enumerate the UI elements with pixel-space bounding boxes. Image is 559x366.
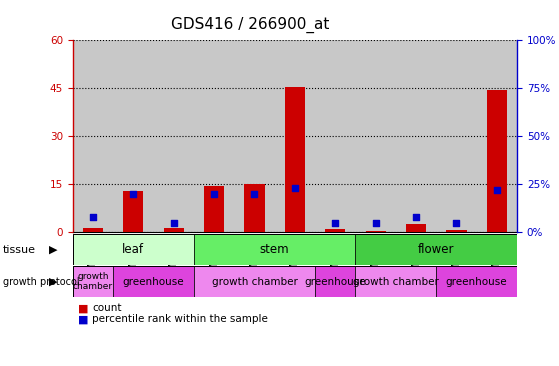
- Point: [331, 220, 340, 226]
- Bar: [154, 40, 194, 232]
- Bar: [83, 228, 103, 232]
- Text: leaf: leaf: [122, 243, 144, 256]
- Bar: [315, 40, 356, 232]
- Bar: [123, 191, 143, 232]
- Bar: [447, 230, 467, 232]
- Point: [411, 214, 420, 220]
- Text: greenhouse: greenhouse: [305, 277, 366, 287]
- Bar: [73, 40, 113, 232]
- Text: count: count: [92, 303, 122, 313]
- Point: [291, 185, 300, 191]
- Bar: [436, 266, 517, 297]
- Point: [492, 187, 501, 193]
- Bar: [73, 266, 113, 297]
- Text: flower: flower: [418, 243, 454, 256]
- Bar: [285, 87, 305, 232]
- Point: [169, 220, 178, 226]
- Bar: [477, 40, 517, 232]
- Point: [129, 191, 138, 197]
- Bar: [366, 231, 386, 232]
- Bar: [436, 40, 477, 232]
- Bar: [73, 234, 194, 265]
- Text: stem: stem: [260, 243, 290, 256]
- Text: ▶: ▶: [49, 277, 58, 287]
- Point: [210, 191, 219, 197]
- Bar: [325, 229, 345, 232]
- Point: [371, 220, 380, 226]
- Text: GDS416 / 266900_at: GDS416 / 266900_at: [171, 16, 330, 33]
- Bar: [274, 40, 315, 232]
- Text: ■: ■: [78, 303, 89, 313]
- Text: growth chamber: growth chamber: [353, 277, 439, 287]
- Text: growth
chamber: growth chamber: [73, 272, 113, 291]
- Text: ■: ■: [78, 314, 89, 324]
- Bar: [204, 186, 224, 232]
- Bar: [406, 224, 426, 232]
- Bar: [356, 234, 517, 265]
- Text: greenhouse: greenhouse: [446, 277, 508, 287]
- Point: [452, 220, 461, 226]
- Bar: [315, 266, 356, 297]
- Bar: [113, 266, 194, 297]
- Bar: [113, 40, 154, 232]
- Point: [88, 214, 97, 220]
- Bar: [194, 266, 315, 297]
- Bar: [234, 40, 274, 232]
- Text: growth chamber: growth chamber: [211, 277, 297, 287]
- Text: tissue: tissue: [3, 245, 36, 255]
- Bar: [356, 266, 436, 297]
- Text: percentile rank within the sample: percentile rank within the sample: [92, 314, 268, 324]
- Point: [250, 191, 259, 197]
- Bar: [487, 90, 507, 232]
- Bar: [194, 40, 234, 232]
- Text: growth protocol: growth protocol: [3, 277, 79, 287]
- Bar: [396, 40, 436, 232]
- Bar: [194, 234, 356, 265]
- Bar: [356, 40, 396, 232]
- Bar: [244, 184, 264, 232]
- Text: greenhouse: greenhouse: [122, 277, 184, 287]
- Bar: [164, 228, 184, 232]
- Text: ▶: ▶: [49, 245, 58, 255]
